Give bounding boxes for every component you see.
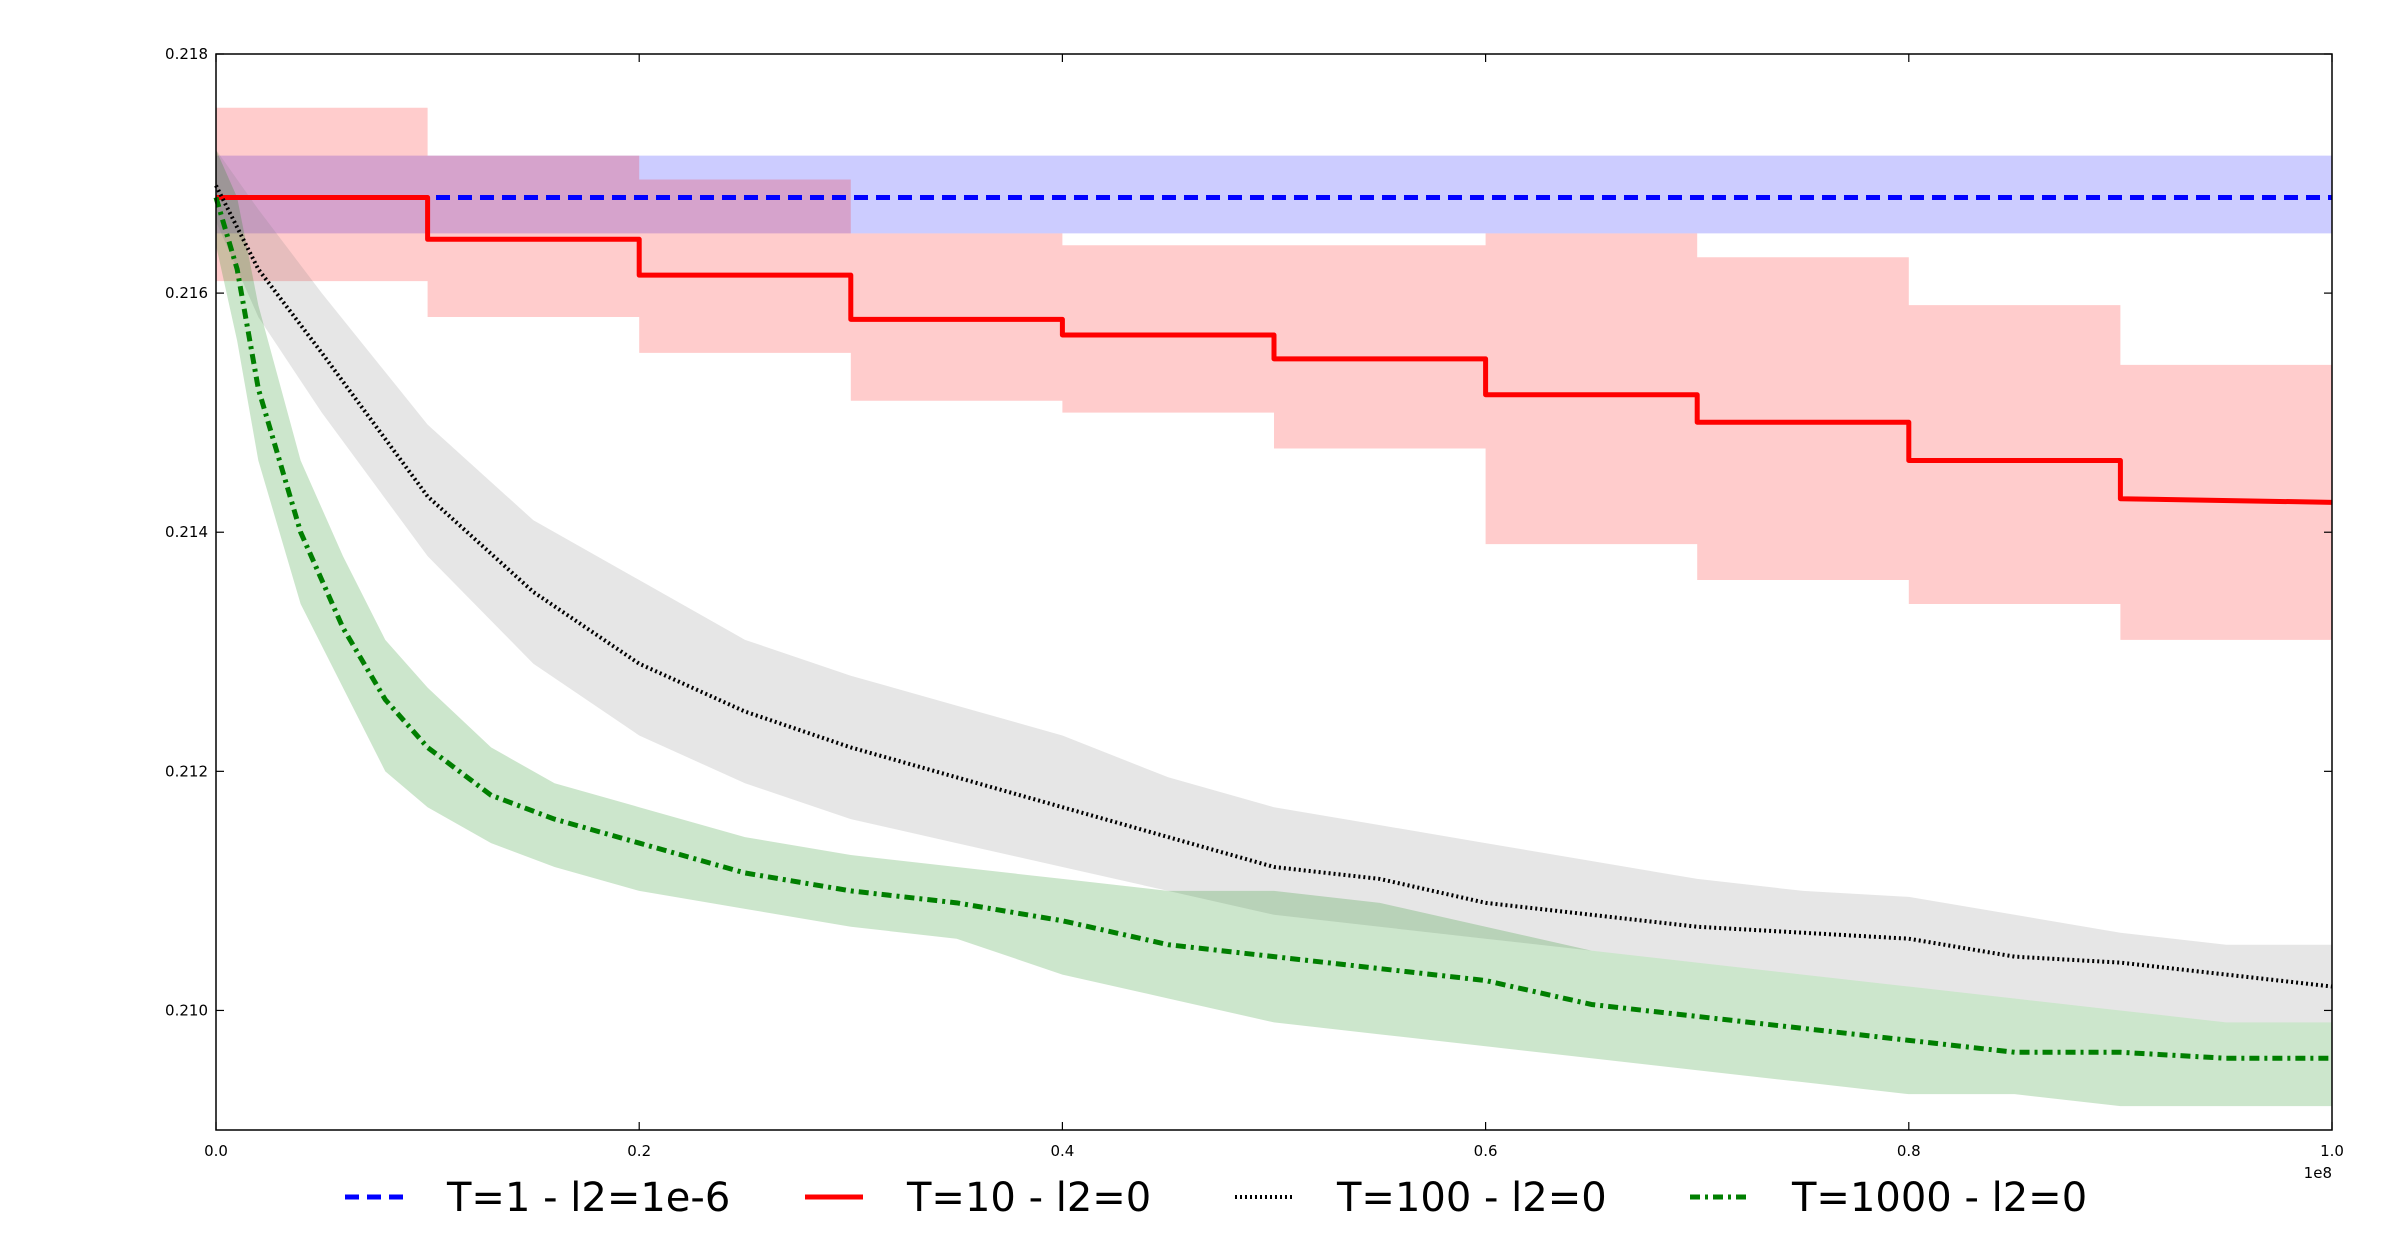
confidence-bands [216,107,2332,1107]
legend-entry-4: T=1000 - l2=0 [1690,1175,2087,1221]
legend-label: T=100 - l2=0 [1336,1175,1607,1221]
y-tick-label: 0.212 [165,762,208,780]
legend-label: T=10 - l2=0 [906,1175,1151,1221]
x-tick-label: 0.4 [1050,1142,1074,1160]
x-tick-label: 1.0 [2320,1142,2344,1160]
y-tick-label: 0.214 [165,523,208,541]
y-tick-label: 0.210 [165,1001,208,1019]
y-tick-label: 0.216 [165,284,208,302]
y-axis: 0.210 0.212 0.214 0.216 0.218 [165,45,2332,1019]
band-series-1 [216,155,2332,234]
legend-entry-3: T=100 - l2=0 [1235,1175,1607,1221]
x-tick-label: 0.2 [627,1142,651,1160]
legend-label: T=1000 - l2=0 [1791,1175,2087,1221]
line-series-2 [216,194,2333,505]
legend: T=1 - l2=1e-6 T=10 - l2=0 T=100 - l2=0 T=10… [345,1175,2087,1221]
x-tick-label: 0.8 [1897,1142,1921,1160]
legend-entry-2: T=10 - l2=0 [805,1175,1151,1221]
x-tick-label: 0.6 [1474,1142,1498,1160]
legend-label: T=1 - l2=1e-6 [446,1175,730,1221]
series-lines [213,184,2333,1061]
line-series-3 [214,184,2333,989]
legend-entry-1: T=1 - l2=1e-6 [345,1175,730,1221]
band-series-2 [216,107,2332,640]
x-axis: 0.0 0.2 0.4 0.6 0.8 1.0 [204,54,2344,1160]
band-series-4 [216,149,2332,1107]
line-series-4 [213,196,2332,1061]
x-axis-offset-label: 1e8 [2304,1164,2332,1182]
y-tick-label: 0.218 [165,45,208,63]
plot-area-frame [215,53,2333,1131]
band-series-3 [216,149,2332,1023]
x-tick-label: 0.0 [204,1142,228,1160]
